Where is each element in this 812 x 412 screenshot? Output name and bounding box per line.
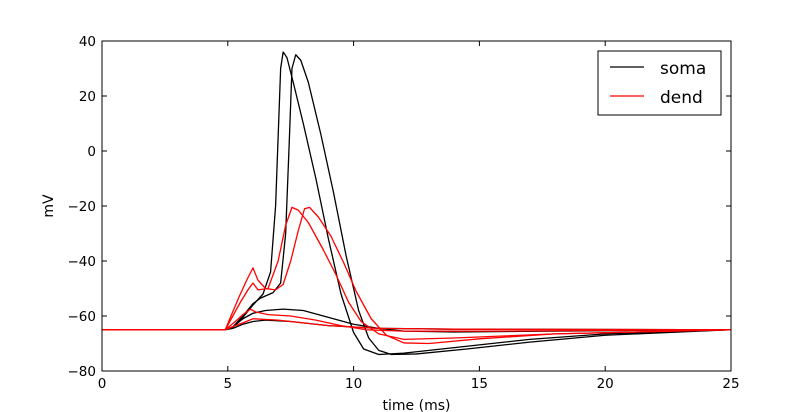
- series-line-dend-7: [102, 206, 731, 345]
- legend-label-dend: dend: [660, 88, 703, 108]
- legend-frame: [597, 50, 722, 116]
- x-tick-label: 10: [345, 376, 362, 392]
- y-tick-label: 20: [79, 89, 96, 105]
- series-layer: [102, 51, 731, 356]
- legend-label-soma: soma: [660, 59, 706, 79]
- y-tick-label: −20: [68, 199, 97, 215]
- series-line-soma-2: [102, 51, 731, 356]
- legend: soma dend: [597, 50, 722, 116]
- x-tick-label: 5: [224, 376, 233, 392]
- y-tick-label: 0: [87, 144, 96, 160]
- ticks-layer: 0 5 10 15 20 25 −80 −60 −40 −20 0 20 40: [68, 34, 740, 392]
- series-line-dend-4: [102, 318, 731, 331]
- series-line-soma-3: [102, 54, 731, 356]
- series-line-dend-5: [102, 308, 731, 332]
- y-tick-label: −80: [68, 364, 97, 380]
- y-axis-label: mV: [41, 194, 57, 218]
- x-tick-label: 15: [471, 376, 488, 392]
- y-tick-label: 40: [79, 34, 96, 50]
- x-axis-label: time (ms): [383, 398, 451, 412]
- x-tick-label: 20: [597, 376, 614, 392]
- x-tick-label: 0: [98, 376, 107, 392]
- series-line-dend-6: [102, 206, 731, 341]
- y-tick-label: −40: [68, 254, 97, 270]
- y-tick-label: −60: [68, 309, 97, 325]
- x-tick-label: 25: [722, 376, 739, 392]
